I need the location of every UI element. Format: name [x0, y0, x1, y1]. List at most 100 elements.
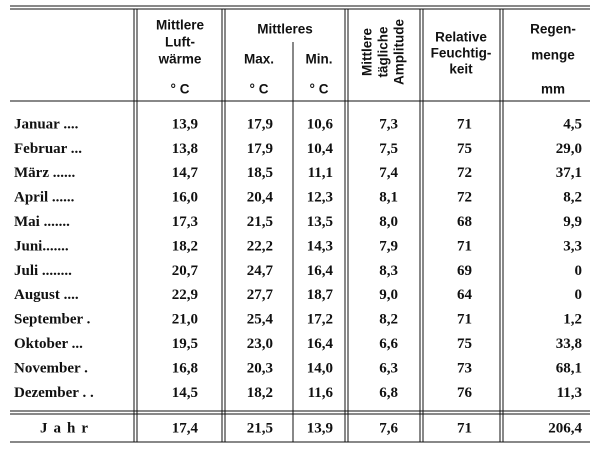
- cell: 22,9: [172, 287, 198, 303]
- cell: 11,1: [308, 165, 333, 181]
- cell: 71: [457, 238, 472, 254]
- cell: 13,9: [307, 420, 333, 436]
- cell: 8,3: [379, 263, 398, 279]
- row-label: März ......: [14, 165, 75, 181]
- cell: 10,6: [307, 116, 334, 132]
- cell: 14,5: [172, 385, 198, 401]
- cell: 8,1: [379, 190, 398, 206]
- table-rules: [10, 5, 590, 443]
- cell: 12,3: [307, 190, 333, 206]
- cell: 37,1: [556, 165, 582, 181]
- row-label: Januar ....: [14, 116, 79, 132]
- cell: 68: [457, 214, 472, 230]
- cell: 17,9: [247, 141, 273, 157]
- header-text: wärme: [158, 52, 202, 67]
- cell: 8,2: [379, 312, 398, 328]
- cell: 16,8: [172, 360, 198, 376]
- cell: 71: [457, 116, 472, 132]
- cell: 23,0: [247, 336, 273, 352]
- header-text: keit: [449, 62, 473, 77]
- cell: 20,3: [247, 360, 273, 376]
- cell: 11,3: [557, 385, 582, 401]
- cell: 16,4: [307, 263, 334, 279]
- header-text: Amplitude: [392, 19, 407, 85]
- cell: 7,6: [379, 420, 398, 436]
- cell: 16,4: [307, 336, 334, 352]
- cell: 9,0: [379, 287, 398, 303]
- header-text: Mittleres: [257, 22, 313, 37]
- cell: 20,7: [172, 263, 199, 279]
- cell: 76: [457, 385, 473, 401]
- cell: 17,4: [172, 420, 199, 436]
- cell: 13,8: [172, 141, 198, 157]
- header-text: Mittlere: [156, 18, 205, 33]
- header-text: Luft-: [165, 35, 195, 50]
- row-label: Oktober ...: [14, 336, 83, 352]
- cell: 3,3: [563, 238, 582, 254]
- cell: 18,5: [247, 165, 273, 181]
- cell: 17,9: [247, 116, 273, 132]
- cell: 8,2: [563, 190, 582, 206]
- cell: 206,4: [548, 420, 582, 436]
- cell: 27,7: [247, 287, 274, 303]
- header-unit: ° C: [250, 82, 269, 97]
- cell: 69: [457, 263, 472, 279]
- cell: 7,4: [379, 165, 398, 181]
- cell: 21,0: [172, 312, 198, 328]
- header-text: Relative: [435, 30, 487, 45]
- cell: 29,0: [556, 141, 582, 157]
- cell: 73: [457, 360, 472, 376]
- cell: 24,7: [247, 263, 274, 279]
- cell: 7,5: [379, 141, 398, 157]
- cell: 6,8: [379, 385, 398, 401]
- header-text: Mittlere: [360, 28, 375, 77]
- header-text: menge: [531, 48, 575, 63]
- row-label: Juni.......: [14, 238, 69, 254]
- row-label: August ....: [14, 287, 79, 303]
- cell: 11,6: [308, 385, 334, 401]
- header-unit: mm: [541, 82, 565, 97]
- cell: 1,2: [563, 312, 582, 328]
- cell: 0: [575, 263, 583, 279]
- cell: 71: [457, 312, 472, 328]
- cell: 4,5: [563, 116, 582, 132]
- cell: 72: [457, 165, 472, 181]
- cell: 7,3: [379, 116, 398, 132]
- header-text: Feuchtig-: [431, 46, 492, 61]
- cell: 13,5: [307, 214, 333, 230]
- cell: 18,2: [247, 385, 273, 401]
- cell: 19,5: [172, 336, 198, 352]
- cell: 75: [457, 336, 472, 352]
- cell: 72: [457, 190, 472, 206]
- cell: 18,7: [307, 287, 334, 303]
- row-label: Februar ...: [14, 141, 82, 157]
- row-label: November .: [14, 360, 88, 376]
- row-label: Dezember . .: [14, 385, 94, 401]
- cell: 10,4: [307, 141, 334, 157]
- cell: 71: [457, 420, 472, 436]
- cell: 14,3: [307, 238, 333, 254]
- cell: 75: [457, 141, 472, 157]
- cell: 6,3: [379, 360, 398, 376]
- cell: 16,0: [172, 190, 198, 206]
- cell: 68,1: [556, 360, 582, 376]
- cell: 7,9: [379, 238, 398, 254]
- header-text: tägliche: [376, 26, 391, 78]
- cell: 21,5: [247, 214, 273, 230]
- row-label: September .: [14, 312, 91, 328]
- header-text: Regen-: [530, 22, 576, 37]
- cell: 22,2: [247, 238, 273, 254]
- header-text: Max.: [244, 52, 274, 67]
- row-label: Mai .......: [14, 214, 70, 230]
- cell: 21,5: [247, 420, 273, 436]
- cell: 20,4: [247, 190, 274, 206]
- row-label: April ......: [14, 190, 75, 206]
- cell: 14,0: [307, 360, 333, 376]
- cell: 64: [457, 287, 473, 303]
- header-unit: ° C: [310, 82, 329, 97]
- cell: 13,9: [172, 116, 198, 132]
- header-unit: ° C: [171, 82, 190, 97]
- cell: 6,6: [379, 336, 398, 352]
